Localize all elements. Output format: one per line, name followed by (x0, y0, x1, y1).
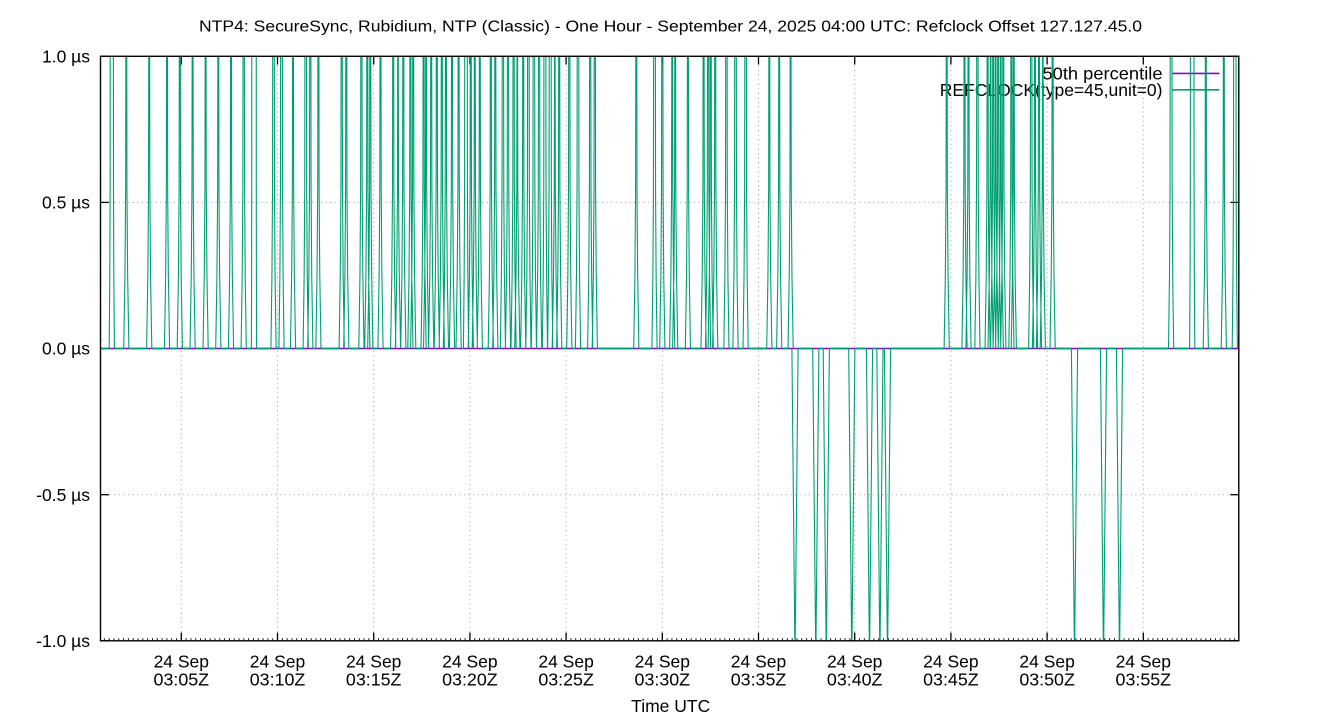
svg-text:03:15Z: 03:15Z (346, 669, 402, 689)
svg-text:03:35Z: 03:35Z (731, 669, 787, 689)
svg-text:24 Sep: 24 Sep (923, 652, 978, 672)
svg-text:24 Sep: 24 Sep (1116, 652, 1171, 672)
svg-text:24 Sep: 24 Sep (154, 652, 209, 672)
svg-text:24 Sep: 24 Sep (250, 652, 305, 672)
svg-text:REFCLOCK(type=45,unit=0): REFCLOCK(type=45,unit=0) (940, 80, 1163, 100)
svg-text:24 Sep: 24 Sep (1019, 652, 1074, 672)
svg-text:03:50Z: 03:50Z (1019, 669, 1075, 689)
svg-text:24 Sep: 24 Sep (538, 652, 593, 672)
svg-text:03:30Z: 03:30Z (635, 669, 691, 689)
svg-text:50th percentile: 50th percentile (1043, 64, 1163, 84)
svg-text:Time UTC: Time UTC (631, 696, 710, 716)
svg-text:NTP4: SecureSync, Rubidium, NT: NTP4: SecureSync, Rubidium, NTP (Classic… (199, 19, 1142, 36)
svg-text:03:20Z: 03:20Z (442, 669, 498, 689)
svg-text:03:10Z: 03:10Z (250, 669, 306, 689)
svg-text:03:45Z: 03:45Z (923, 669, 979, 689)
svg-text:24 Sep: 24 Sep (731, 652, 786, 672)
svg-text:24 Sep: 24 Sep (442, 652, 497, 672)
svg-text:03:55Z: 03:55Z (1116, 669, 1172, 689)
svg-text:1.0 µs: 1.0 µs (42, 47, 90, 67)
svg-text:-0.5 µs: -0.5 µs (36, 485, 90, 505)
svg-text:24 Sep: 24 Sep (827, 652, 882, 672)
svg-text:03:05Z: 03:05Z (154, 669, 210, 689)
svg-text:-1.0 µs: -1.0 µs (36, 631, 90, 651)
svg-text:03:25Z: 03:25Z (538, 669, 594, 689)
svg-text:0.0 µs: 0.0 µs (42, 339, 90, 359)
svg-text:24 Sep: 24 Sep (346, 652, 401, 672)
svg-text:0.5 µs: 0.5 µs (42, 193, 90, 213)
svg-text:03:40Z: 03:40Z (827, 669, 883, 689)
svg-text:24 Sep: 24 Sep (635, 652, 690, 672)
